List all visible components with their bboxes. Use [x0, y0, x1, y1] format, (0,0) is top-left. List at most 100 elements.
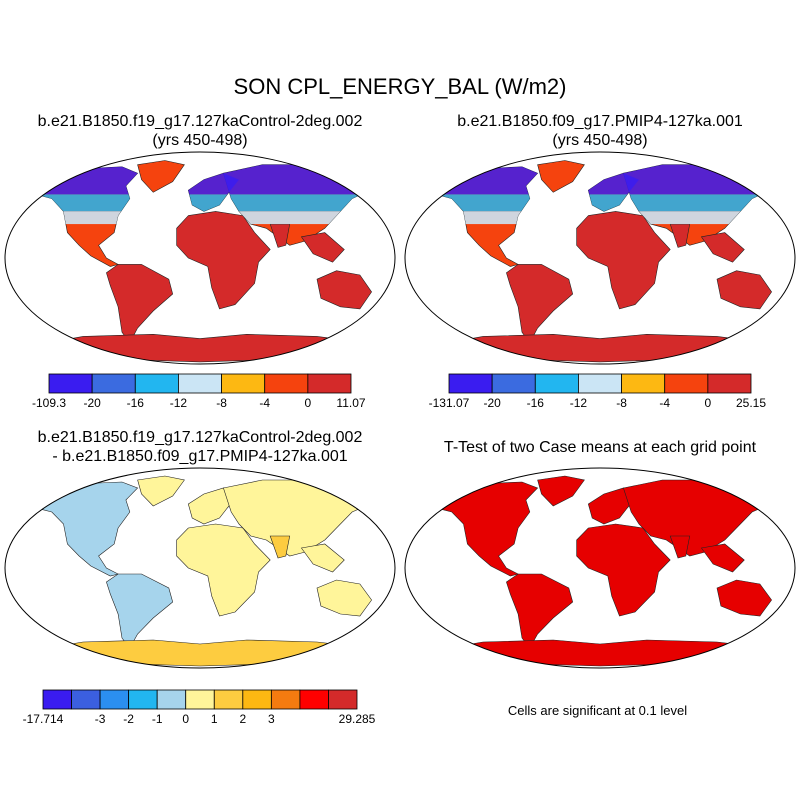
panel-tl-colorbar: -109.3 -20 -16 -12 -8 -4 0 11.07 [32, 373, 366, 410]
colorbar-label: 3 [268, 712, 275, 726]
land-australia [316, 270, 372, 310]
colorbar-swatch [134, 373, 179, 394]
panel-tr-title-line1: b.e21.B1850.f09_g17.PMIP4-127ka.001 [457, 113, 743, 130]
colorbar-swatch [328, 689, 358, 710]
land-greenland [137, 475, 185, 507]
colorbar-label: 1 [211, 712, 218, 726]
colorbar-swatch [307, 373, 352, 394]
panel-bl-title-line2: - b.e21.B1850.f09_g17.PMIP4-127ka.001 [52, 448, 348, 465]
colorbar-label: -17.714 [23, 712, 64, 726]
panel-br-outline [404, 467, 796, 669]
panel-tl-title-line1: b.e21.B1850.f19_g17.127kaControl-2deg.00… [37, 113, 363, 130]
panel-tl-title-line2: (yrs 450-498) [152, 132, 248, 149]
colorbar-swatch [664, 373, 709, 394]
panel-tr-map [404, 151, 796, 365]
colorbar-swatch [213, 689, 244, 710]
colorbar-swatch [299, 689, 329, 710]
land-africa [576, 211, 671, 310]
colorbar-label: -8 [616, 396, 627, 410]
colorbar-label: 25.15 [736, 396, 766, 410]
panel-tr-colorbar: -131.07 -20 -16 -12 -8 -4 0 25.15 [429, 373, 766, 410]
colorbar-swatch [621, 373, 666, 394]
cool-band-asia [223, 194, 380, 212]
land-seasia [700, 232, 745, 263]
panel-bl-map [4, 467, 396, 669]
land-greenland [537, 160, 585, 193]
colorbar-swatch [99, 689, 130, 710]
colorbar-swatch [221, 373, 266, 394]
colorbar-swatch [578, 373, 622, 394]
land-namerica [435, 481, 539, 577]
cool-band-namerica [36, 194, 138, 212]
colorbar-label: -12 [570, 396, 588, 410]
panel-tr-title-line2: (yrs 450-498) [552, 132, 648, 149]
land-india [269, 223, 291, 248]
panel-tl-map [4, 151, 396, 365]
land-australia [716, 270, 772, 310]
colorbar-swatch [71, 689, 101, 710]
colorbar-label: -8 [216, 396, 227, 410]
land-africa [176, 211, 271, 310]
panel-br-title: T-Test of two Case means at each grid po… [443, 439, 757, 456]
land-antarctica [435, 333, 769, 363]
land-namerica [35, 481, 139, 577]
colorbar-label: -2 [123, 712, 134, 726]
cool-band-namerica [436, 194, 538, 212]
colorbar-swatch [242, 689, 272, 710]
colorbar-label: -4 [659, 396, 670, 410]
colorbar-label: -131.07 [429, 396, 470, 410]
land-antarctica [35, 333, 369, 363]
land-seasia [700, 543, 745, 573]
land-australia [316, 579, 372, 617]
significance-note: Cells are significant at 0.1 level [507, 703, 688, 718]
land-africa [176, 523, 271, 617]
colorbar-label: -4 [259, 396, 270, 410]
colorbar-label: 11.07 [336, 396, 365, 410]
colorbar-label: -20 [83, 396, 101, 410]
colorbar-swatch [448, 373, 493, 394]
land-seasia [300, 232, 345, 263]
colorbar-label: 2 [239, 712, 246, 726]
colorbar-label: 0 [705, 396, 712, 410]
colorbar-swatch [128, 689, 158, 710]
colorbar-label: 0 [305, 396, 312, 410]
colorbar-swatch [48, 373, 93, 394]
cool-band-asia [623, 194, 780, 212]
colorbar-swatch [264, 373, 309, 394]
panel-bl-colorbar: -17.714 -3 -2 -1 0 1 2 3 29.285 [23, 689, 376, 726]
colorbar-swatch [178, 373, 222, 394]
colorbar-label: -16 [127, 396, 145, 410]
panel-bl-outline [4, 467, 396, 669]
land-seasia [300, 543, 345, 573]
panel-bl-title-line1: b.e21.B1850.f19_g17.127kaControl-2deg.00… [37, 429, 363, 446]
colorbar-label: -12 [170, 396, 188, 410]
panel-tr-outline [404, 151, 796, 365]
land-antarctica [435, 639, 769, 667]
colorbar-label: 0 [182, 712, 189, 726]
colorbar-label: -1 [152, 712, 163, 726]
land-greenland [537, 475, 585, 507]
land-antarctica [35, 639, 369, 667]
colorbar-swatch [707, 373, 752, 394]
land-greenland [137, 160, 185, 193]
colorbar-swatch [491, 373, 536, 394]
land-india [669, 535, 691, 559]
colorbar-label: -20 [483, 396, 501, 410]
land-africa [576, 523, 671, 617]
colorbar-label: 29.285 [339, 712, 376, 726]
colorbar-swatch [534, 373, 579, 394]
land-india [269, 535, 291, 559]
colorbar-label: -3 [95, 712, 106, 726]
colorbar-swatch [185, 689, 215, 710]
land-india [669, 223, 691, 248]
land-australia [716, 579, 772, 617]
colorbar-swatch [270, 689, 301, 710]
figure-title: SON CPL_ENERGY_BAL (W/m2) [233, 74, 567, 99]
colorbar-swatch [156, 689, 187, 710]
panel-br-map [404, 467, 796, 669]
colorbar-label: -16 [527, 396, 545, 410]
colorbar-label: -109.3 [32, 396, 66, 410]
panel-tl-outline [4, 151, 396, 365]
colorbar-swatch [91, 373, 136, 394]
